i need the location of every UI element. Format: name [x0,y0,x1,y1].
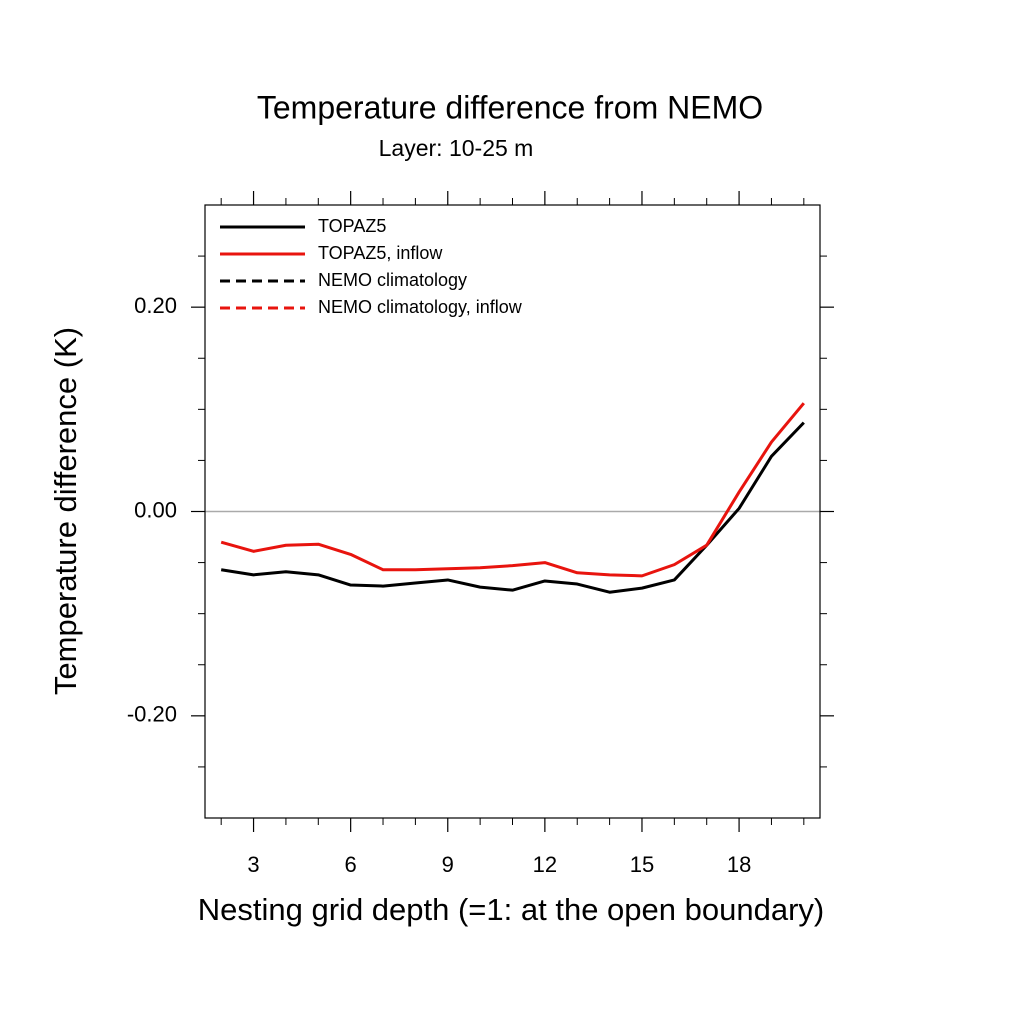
y-tick-label: -0.20 [127,702,177,727]
chart-title: Temperature difference from NEMO [257,89,763,125]
legend-label: TOPAZ5 [318,216,386,236]
x-axis-label: Nesting grid depth (=1: at the open boun… [198,892,824,927]
x-tick-label: 9 [442,852,454,877]
legend-label: NEMO climatology, inflow [318,297,523,317]
x-tick-label: 3 [247,852,259,877]
x-tick-label: 6 [345,852,357,877]
y-tick-label: 0.20 [134,293,177,318]
legend-label: TOPAZ5, inflow [318,243,443,263]
series-line [220,402,805,578]
x-tick-label: 18 [727,852,751,877]
y-tick-label: 0.00 [134,497,177,522]
x-tick-label: 15 [630,852,654,877]
x-tick-label: 12 [533,852,557,877]
chart-subtitle: Layer: 10-25 m [379,135,534,161]
legend-label: NEMO climatology [318,270,467,290]
y-axis-label: Temperature difference (K) [48,327,83,695]
